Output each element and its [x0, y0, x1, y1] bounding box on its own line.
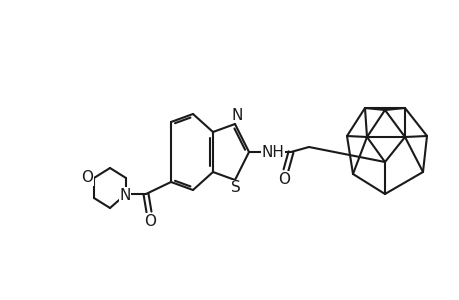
Text: N: N — [231, 107, 242, 122]
Text: O: O — [144, 214, 156, 229]
Text: N: N — [119, 188, 130, 202]
Text: O: O — [81, 170, 93, 185]
Text: NH: NH — [261, 145, 284, 160]
Text: O: O — [277, 172, 289, 187]
Text: S: S — [230, 181, 241, 196]
